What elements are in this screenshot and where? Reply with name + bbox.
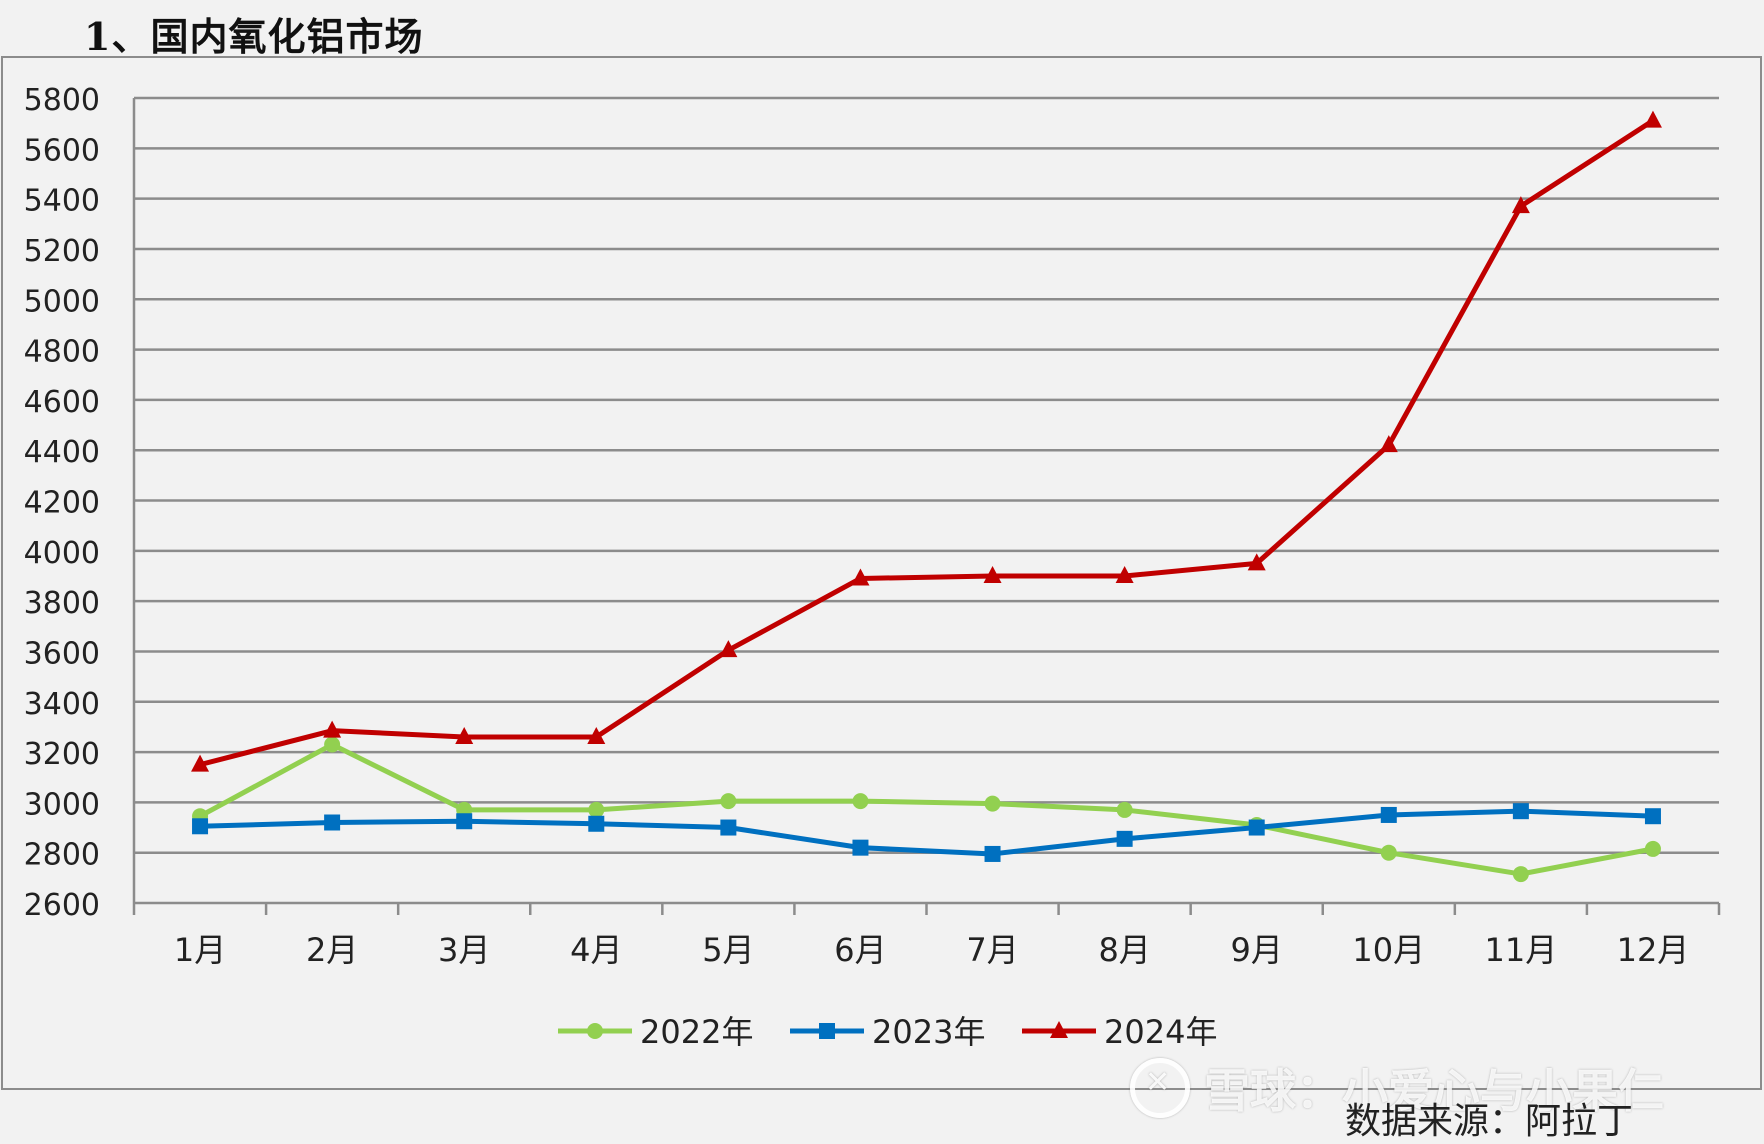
data-point bbox=[852, 793, 869, 810]
watermark: 雪球：小爱心与小果仁 bbox=[1130, 1055, 1664, 1121]
data-point bbox=[456, 813, 473, 830]
data-point bbox=[1380, 844, 1397, 861]
data-point bbox=[852, 839, 869, 856]
legend-marker bbox=[1050, 1021, 1068, 1038]
data-point bbox=[1512, 803, 1529, 820]
y-tick-label: 4800 bbox=[24, 335, 100, 370]
data-point bbox=[588, 801, 605, 818]
data-point bbox=[851, 568, 870, 586]
data-point bbox=[720, 819, 737, 836]
watermark-text: 雪球：小爱心与小果仁 bbox=[1204, 1064, 1664, 1118]
y-tick-label: 5400 bbox=[24, 184, 100, 219]
chart-frame bbox=[1, 56, 1762, 1090]
y-tick-label: 5800 bbox=[24, 83, 100, 118]
y-tick-label: 5000 bbox=[24, 284, 100, 319]
data-point bbox=[587, 726, 606, 744]
y-tick-label: 3000 bbox=[24, 787, 100, 822]
data-point bbox=[324, 814, 341, 831]
y-tick-label: 3400 bbox=[24, 687, 100, 722]
x-tick-label: 12月 bbox=[1617, 931, 1690, 969]
data-point bbox=[1643, 110, 1662, 128]
y-tick-label: 2800 bbox=[24, 838, 100, 873]
legend-label: 2023年 bbox=[872, 1013, 985, 1051]
data-point bbox=[192, 818, 209, 835]
legend-marker bbox=[819, 1023, 835, 1039]
x-tick-label: 3月 bbox=[438, 931, 490, 969]
legend-label: 2024年 bbox=[1104, 1013, 1217, 1051]
data-point bbox=[1116, 801, 1133, 818]
data-point bbox=[719, 640, 738, 658]
x-tick-label: 6月 bbox=[834, 931, 886, 969]
data-point bbox=[588, 815, 605, 832]
y-tick-label: 5200 bbox=[24, 234, 100, 269]
data-point bbox=[1115, 565, 1134, 583]
legend-label: 2022年 bbox=[640, 1013, 753, 1051]
y-tick-label: 3800 bbox=[24, 586, 100, 621]
y-tick-label: 2600 bbox=[24, 888, 100, 923]
xueqiu-logo-icon bbox=[1130, 1058, 1190, 1118]
x-tick-label: 5月 bbox=[702, 931, 754, 969]
x-tick-label: 9月 bbox=[1231, 931, 1283, 969]
data-point bbox=[983, 565, 1002, 583]
data-point bbox=[1379, 435, 1398, 453]
x-tick-label: 11月 bbox=[1485, 931, 1558, 969]
data-point bbox=[324, 736, 341, 753]
y-tick-label: 4000 bbox=[24, 536, 100, 571]
y-tick-label: 3200 bbox=[24, 737, 100, 772]
x-tick-label: 4月 bbox=[570, 931, 622, 969]
y-tick-label: 4400 bbox=[24, 435, 100, 470]
x-tick-label: 1月 bbox=[174, 931, 226, 969]
data-point bbox=[1512, 866, 1529, 883]
data-point bbox=[1247, 553, 1266, 571]
data-point bbox=[1380, 806, 1397, 823]
data-point bbox=[1644, 840, 1661, 857]
page-title: 1、国内氧化铝市场 bbox=[84, 14, 424, 59]
data-point bbox=[1511, 196, 1530, 214]
y-tick-label: 5600 bbox=[24, 133, 100, 168]
data-point bbox=[984, 845, 1001, 862]
data-point bbox=[1116, 830, 1133, 847]
y-tick-label: 3600 bbox=[24, 636, 100, 671]
series-line-3 bbox=[199, 118, 1655, 768]
data-point bbox=[323, 720, 342, 738]
x-tick-label: 7月 bbox=[966, 931, 1018, 969]
data-point bbox=[455, 726, 474, 744]
data-point bbox=[191, 754, 210, 772]
data-point bbox=[1248, 819, 1265, 836]
legend-marker bbox=[587, 1023, 603, 1039]
y-tick-label: 4600 bbox=[24, 385, 100, 420]
y-tick-label: 4200 bbox=[24, 486, 100, 521]
series-line-2 bbox=[199, 808, 1654, 857]
x-tick-label: 10月 bbox=[1352, 931, 1425, 969]
data-point bbox=[1644, 808, 1661, 825]
data-source: 数据来源：阿拉丁 bbox=[1345, 1101, 1634, 1142]
series-line-1 bbox=[198, 742, 1654, 877]
x-tick-label: 2月 bbox=[306, 931, 358, 969]
data-point bbox=[720, 793, 737, 810]
data-point bbox=[984, 795, 1001, 812]
x-tick-label: 8月 bbox=[1098, 931, 1150, 969]
